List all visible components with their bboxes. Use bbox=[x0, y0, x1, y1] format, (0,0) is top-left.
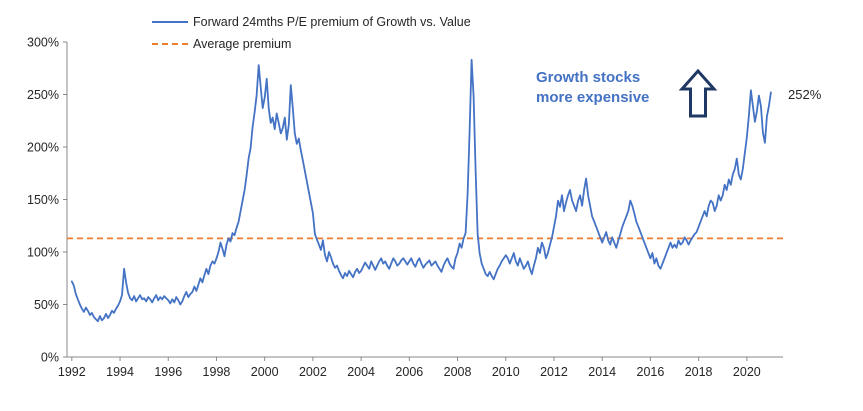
x-axis-tick-label: 2020 bbox=[733, 365, 761, 379]
growth-premium-line bbox=[70, 58, 772, 323]
y-axis-tick-label: 300% bbox=[27, 36, 59, 50]
end-value-label: 252% bbox=[788, 87, 822, 102]
annotation-text-line2: more expensive bbox=[536, 89, 649, 106]
x-axis-tick-label: 2002 bbox=[299, 365, 327, 379]
y-axis-tick-label: 0% bbox=[41, 351, 59, 365]
x-axis-tick-label: 1998 bbox=[203, 365, 231, 379]
x-axis-tick-label: 2018 bbox=[685, 365, 713, 379]
x-axis-tick-label: 1992 bbox=[58, 365, 86, 379]
legend: Forward 24mths P/E premium of Growth vs.… bbox=[152, 15, 471, 51]
x-axis-tick-label: 2010 bbox=[492, 365, 520, 379]
legend-label-growth-series: Forward 24mths P/E premium of Growth vs.… bbox=[193, 15, 471, 29]
x-axis-tick-label: 2004 bbox=[347, 365, 375, 379]
x-axis-tick-label: 1996 bbox=[154, 365, 182, 379]
x-axis-tick-label: 2000 bbox=[251, 365, 279, 379]
legend-label-average-premium: Average premium bbox=[193, 37, 291, 51]
x-axis-tick-label: 1994 bbox=[106, 365, 134, 379]
up-block-arrow-icon bbox=[678, 68, 718, 118]
annotation-growth-more-expensive: Growth stocks more expensive bbox=[536, 68, 718, 118]
y-axis-tick-label: 100% bbox=[27, 246, 59, 260]
x-axis-tick-label: 2008 bbox=[444, 365, 472, 379]
y-axis-tick-label: 50% bbox=[34, 298, 59, 312]
axes: 0% 50% 100% 150% 200% 250% 300% 1992 1994 1996 199… bbox=[27, 36, 783, 379]
y-axis-tick-label: 250% bbox=[27, 88, 59, 102]
y-axis-tick-label: 200% bbox=[27, 141, 59, 155]
annotation-text-line1: Growth stocks bbox=[536, 69, 640, 86]
x-axis-tick-label: 2014 bbox=[588, 365, 616, 379]
x-axis-tick-label: 2006 bbox=[395, 365, 423, 379]
x-axis-tick-label: 2016 bbox=[637, 365, 665, 379]
x-axis-tick-label: 2012 bbox=[540, 365, 568, 379]
y-axis-tick-label: 150% bbox=[27, 193, 59, 207]
series-layer bbox=[67, 58, 783, 323]
